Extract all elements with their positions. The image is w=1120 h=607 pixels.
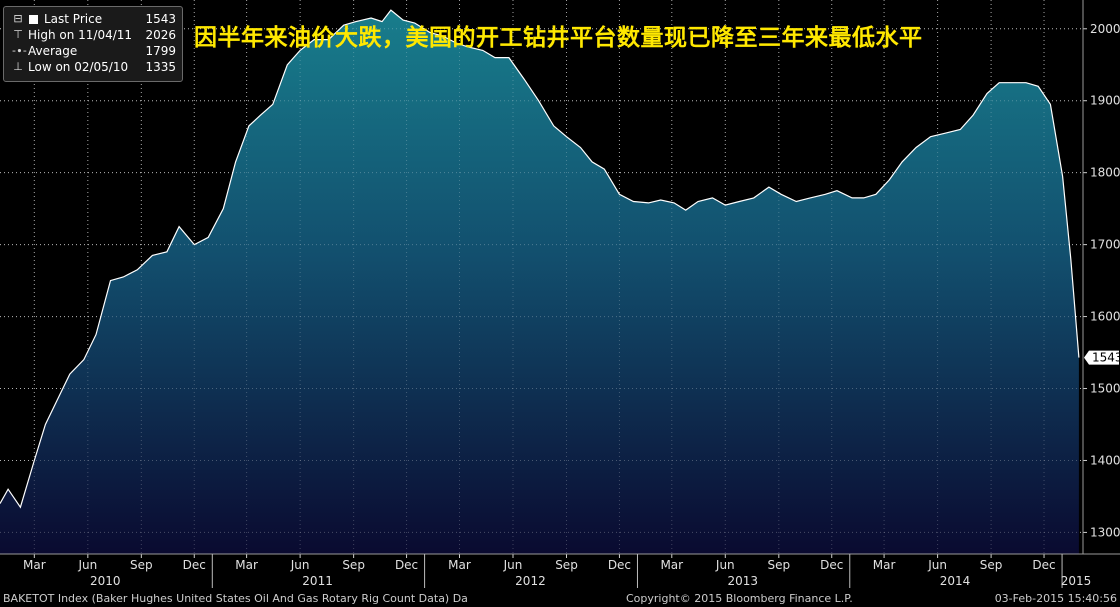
x-month-label: Dec [1032,558,1055,572]
x-axis: Mar Jun Sep Dec Mar Jun Sep Dec Mar Jun Sep Dec Mar J… [0,553,1120,588]
rig-count-chart: Mar Jun Sep Dec Mar Jun Sep Dec Mar Jun Sep Dec Mar J… [0,0,1120,590]
series-line [0,9,1080,509]
x-month-label: Jun [503,558,523,572]
x-year-label: 2013 [727,574,758,588]
footer-copyright: Copyright© 2015 Bloomberg Finance L.P. [626,592,853,605]
chart-legend: ⊟ Last Price 1543 ⊤ High on 11/04/11 2026 … [3,6,183,82]
y-tick-label: 1800 [1090,166,1120,180]
average-marker-icon: -∙- [12,44,27,57]
x-month-label: Jun [927,558,947,572]
legend-high-label: High on 11/04/11 [28,28,133,42]
x-month-label: Mar [23,558,46,572]
x-month-label: Dec [395,558,418,572]
x-month-label: Jun [77,558,97,572]
legend-row-last-price: ⊟ Last Price 1543 [12,11,176,27]
x-month-label: Sep [980,558,1003,572]
x-month-label: Dec [183,558,206,572]
legend-low-label: Low on 02/05/10 [28,60,129,74]
x-month-label: Mar [873,558,896,572]
x-month-label: Dec [820,558,843,572]
x-month-label: Mar [235,558,258,572]
x-month-label: Jun [715,558,735,572]
x-year-label: 2014 [940,574,971,588]
x-month-label: Sep [130,558,153,572]
last-value-label: 1543 [1092,351,1120,365]
legend-average-label: Average [28,44,78,58]
legend-high-value: 2026 [145,28,176,42]
y-tick-label: 1600 [1090,310,1120,324]
x-month-label: Jun [290,558,310,572]
x-month-label: Mar [448,558,471,572]
collapse-icon[interactable]: ⊟ [13,12,23,25]
footer-index-description: BAKETOT Index (Baker Hughes United State… [3,592,468,605]
x-axis-background [0,554,1120,590]
x-month-label: Sep [767,558,790,572]
last-price-swatch [29,14,38,24]
legend-row-high: ⊤ High on 11/04/11 2026 [12,27,176,43]
chart-headline: 因半年来油价大跌，美国的开工钻井平台数量现已降至三年来最低水平 [194,25,923,51]
legend-last-price-value: 1543 [145,12,176,26]
legend-row-average: -∙- Average 1799 [12,43,176,59]
series-area [0,10,1079,555]
legend-last-price-label: Last Price [44,12,103,26]
legend-row-low: ⊥ Low on 02/05/10 1335 [12,59,176,75]
y-tick-label: 1700 [1090,238,1120,252]
legend-low-value: 1335 [145,60,176,74]
high-marker-icon: ⊤ [13,28,23,41]
x-year-label: 2012 [515,574,546,588]
y-tick-label: 1300 [1090,525,1120,539]
x-year-label: 2015 [1061,574,1092,588]
y-tick-label: 1900 [1090,94,1120,108]
x-year-label: 2010 [90,574,121,588]
legend-average-value: 1799 [145,44,176,58]
x-month-label: Sep [342,558,365,572]
y-tick-label: 1400 [1090,453,1120,467]
low-marker-icon: ⊥ [13,60,23,73]
footer-timestamp: 03-Feb-2015 15:40:56 [994,592,1117,605]
footer-bar: BAKETOT Index (Baker Hughes United State… [0,590,1120,607]
x-month-label: Dec [608,558,631,572]
y-tick-label: 2000 [1090,22,1120,36]
last-value-marker: 1543 [1084,350,1120,365]
y-axis: 1300 1400 1500 1600 1700 1800 1900 2000 [1082,0,1120,554]
x-month-label: Sep [555,558,578,572]
last-value-tag [1084,350,1119,365]
x-year-label: 2011 [302,574,333,588]
x-month-label: Mar [660,558,683,572]
y-tick-label: 1500 [1090,382,1120,396]
